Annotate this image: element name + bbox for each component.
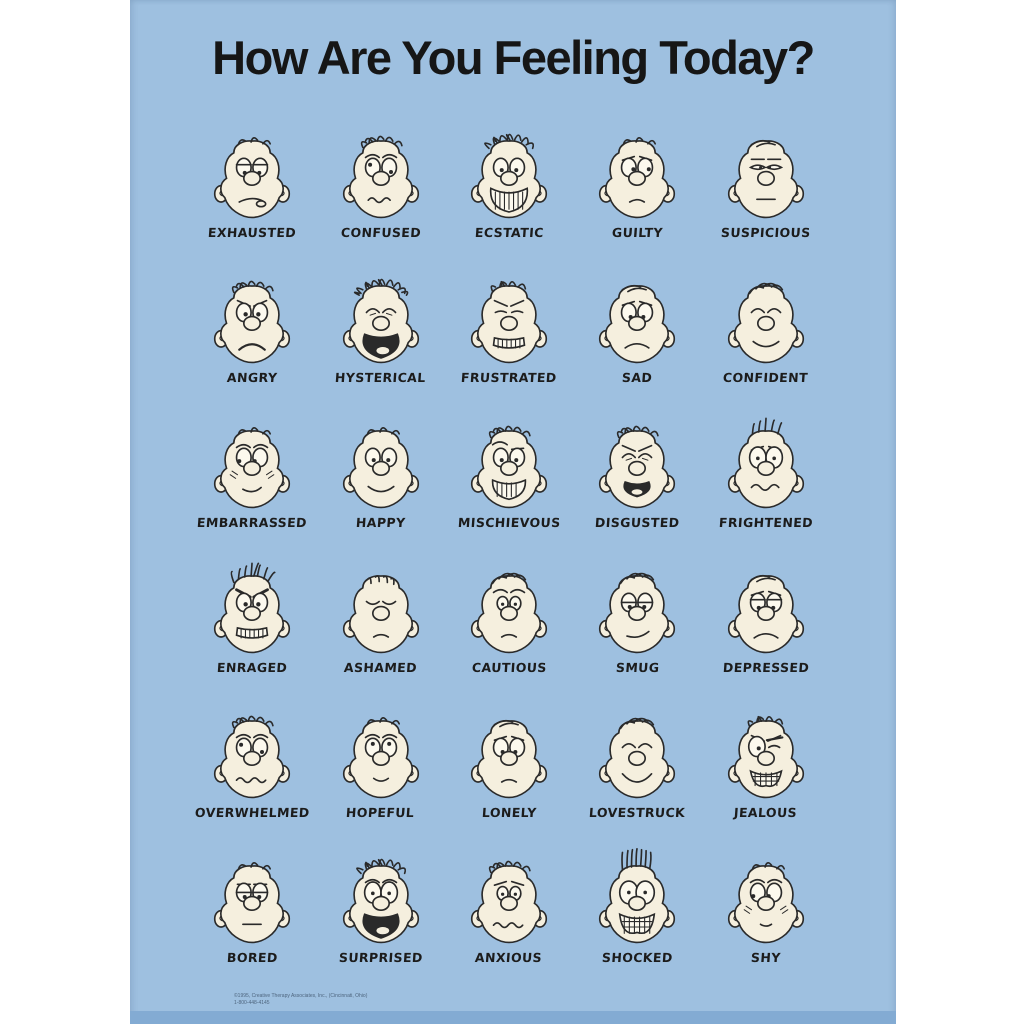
disgusted-face-icon	[579, 412, 695, 512]
emotion-label-guilty: GUILTY	[611, 225, 664, 240]
emotion-cell-confident: CONFIDENT	[702, 240, 830, 385]
depressed-face-icon	[708, 557, 824, 657]
emotion-cell-bored: BORED	[188, 820, 316, 965]
ecstatic-face-icon	[451, 122, 567, 222]
bored-face-icon	[194, 847, 310, 947]
emotion-label-depressed: DEPRESSED	[722, 660, 810, 675]
feelings-poster: How Are You Feeling Today? EXHAUSTED CONF…	[130, 0, 896, 1024]
frightened-face-icon	[708, 412, 824, 512]
anxious-face-icon	[451, 847, 567, 947]
emotion-label-hopeful: HOPEFUL	[345, 805, 416, 820]
emotion-label-mischievous: MISCHIEVOUS	[457, 515, 561, 530]
overwhelmed-face-icon	[194, 702, 310, 802]
emotion-label-sad: SAD	[621, 370, 654, 385]
emotion-cell-angry: ANGRY	[188, 240, 316, 385]
emotion-cell-sad: SAD	[573, 240, 701, 385]
emotion-cell-mischievous: MISCHIEVOUS	[445, 385, 573, 530]
emotion-label-smug: SMUG	[615, 660, 660, 675]
emotion-label-confused: CONFUSED	[340, 225, 422, 240]
emotion-label-frustrated: FRUSTRATED	[460, 370, 558, 385]
emotion-cell-jealous: JEALOUS	[702, 675, 830, 820]
poster-bottom-edge	[130, 1011, 896, 1024]
emotion-label-frightened: FRIGHTENED	[718, 515, 814, 530]
suspicious-face-icon	[708, 122, 824, 222]
emotion-cell-cautious: CAUTIOUS	[445, 530, 573, 675]
emotion-cell-smug: SMUG	[573, 530, 701, 675]
hysterical-face-icon	[323, 267, 439, 367]
exhausted-face-icon	[194, 122, 310, 222]
emotion-label-disgusted: DISGUSTED	[594, 515, 681, 530]
emotion-cell-hysterical: HYSTERICAL	[316, 240, 444, 385]
jealous-face-icon	[708, 702, 824, 802]
surprised-face-icon	[323, 847, 439, 947]
emotion-cell-depressed: DEPRESSED	[702, 530, 830, 675]
lonely-face-icon	[451, 702, 567, 802]
emotion-cell-overwhelmed: OVERWHELMED	[188, 675, 316, 820]
smug-face-icon	[579, 557, 695, 657]
emotion-cell-exhausted: EXHAUSTED	[188, 95, 316, 240]
emotion-label-lovestruck: LOVESTRUCK	[588, 805, 687, 820]
copyright-line-1: ©1995, Creative Therapy Associates, Inc.…	[234, 993, 368, 999]
copyright-fineprint: ©1995, Creative Therapy Associates, Inc.…	[234, 993, 367, 1006]
emotion-cell-lovestruck: LOVESTRUCK	[573, 675, 701, 820]
copyright-line-2: 1-800-448-4145	[234, 999, 270, 1006]
emotion-cell-shy: SHY	[702, 820, 830, 965]
lovestruck-face-icon	[579, 702, 695, 802]
emotion-label-ecstatic: ECSTATIC	[474, 225, 544, 240]
emotion-label-anxious: ANXIOUS	[474, 950, 544, 965]
emotion-label-suspicious: SUSPICIOUS	[720, 225, 812, 240]
emotion-cell-ashamed: ASHAMED	[316, 530, 444, 675]
emotion-label-lonely: LONELY	[481, 805, 537, 820]
angry-face-icon	[194, 267, 310, 367]
emotion-cell-guilty: GUILTY	[573, 95, 701, 240]
emotion-cell-embarrassed: EMBARRASSED	[188, 385, 316, 530]
guilty-face-icon	[579, 122, 695, 222]
cautious-face-icon	[451, 557, 567, 657]
poster-title: How Are You Feeling Today?	[212, 31, 815, 84]
emotion-cell-enraged: ENRAGED	[188, 530, 316, 675]
emotion-cell-shocked: SHOCKED	[573, 820, 701, 965]
emotion-cell-disgusted: DISGUSTED	[573, 385, 701, 530]
emotion-cell-ecstatic: ECSTATIC	[445, 95, 573, 240]
emotion-label-shocked: SHOCKED	[601, 950, 674, 965]
enraged-face-icon	[194, 557, 310, 657]
embarrassed-face-icon	[194, 412, 310, 512]
emotion-label-ashamed: ASHAMED	[343, 660, 418, 675]
emotion-cell-anxious: ANXIOUS	[445, 820, 573, 965]
confident-face-icon	[708, 267, 824, 367]
emotion-cell-hopeful: HOPEFUL	[316, 675, 444, 820]
emotion-label-exhausted: EXHAUSTED	[207, 225, 297, 240]
emotion-grid: EXHAUSTED CONFUSED ECSTATIC GUILTY SUSPICIOU…	[188, 95, 830, 965]
emotion-cell-lonely: LONELY	[445, 675, 573, 820]
emotion-cell-confused: CONFUSED	[316, 95, 444, 240]
emotion-cell-happy: HAPPY	[316, 385, 444, 530]
emotion-cell-frustrated: FRUSTRATED	[445, 240, 573, 385]
emotion-label-overwhelmed: OVERWHELMED	[194, 805, 311, 820]
emotion-label-cautious: CAUTIOUS	[471, 660, 547, 675]
happy-face-icon	[323, 412, 439, 512]
emotion-label-enraged: ENRAGED	[216, 660, 288, 675]
mischievous-face-icon	[451, 412, 567, 512]
emotion-label-angry: ANGRY	[226, 370, 278, 385]
shy-face-icon	[708, 847, 824, 947]
hopeful-face-icon	[323, 702, 439, 802]
confused-face-icon	[323, 122, 439, 222]
ashamed-face-icon	[323, 557, 439, 657]
emotion-label-happy: HAPPY	[355, 515, 406, 530]
emotion-label-surprised: SURPRISED	[338, 950, 423, 965]
emotion-label-hysterical: HYSTERICAL	[334, 370, 427, 385]
sad-face-icon	[579, 267, 695, 367]
emotion-label-confident: CONFIDENT	[722, 370, 809, 385]
shocked-face-icon	[579, 847, 695, 947]
emotion-label-jealous: JEALOUS	[733, 805, 798, 820]
emotion-label-bored: BORED	[226, 950, 279, 965]
emotion-cell-suspicious: SUSPICIOUS	[702, 95, 830, 240]
emotion-cell-surprised: SURPRISED	[316, 820, 444, 965]
emotion-label-embarrassed: EMBARRASSED	[196, 515, 308, 530]
frustrated-face-icon	[451, 267, 567, 367]
emotion-cell-frightened: FRIGHTENED	[702, 385, 830, 530]
emotion-label-shy: SHY	[750, 950, 782, 965]
